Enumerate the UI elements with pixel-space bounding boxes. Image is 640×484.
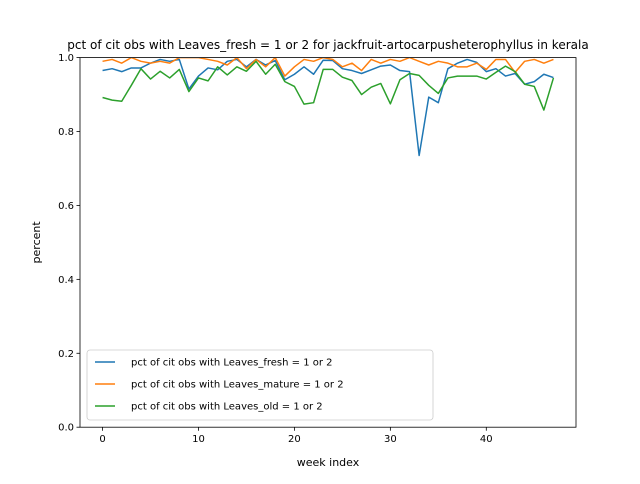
y-tick-label: 0.0 <box>58 423 74 434</box>
y-tick-label: 0.6 <box>58 201 74 212</box>
x-tick-label: 10 <box>192 434 205 445</box>
x-tick-label: 20 <box>288 434 301 445</box>
y-axis-label: percent <box>30 221 43 264</box>
y-tick-label: 0.8 <box>58 127 74 138</box>
x-tick-label: 40 <box>480 434 493 445</box>
y-axis: 0.0 0.2 0.4 0.6 0.8 1.0 <box>58 53 80 434</box>
legend-label-2: pct of cit obs with Leaves_mature = 1 or… <box>131 380 344 391</box>
x-tick-label: 30 <box>384 434 397 445</box>
plot-frame <box>79 57 577 428</box>
x-tick-label: 0 <box>99 434 105 445</box>
x-axis-label: week index <box>297 456 360 469</box>
legend-label-3: pct of cit obs with Leaves_old = 1 or 2 <box>131 402 323 413</box>
legend-label-1: pct of cit obs with Leaves_fresh = 1 or … <box>131 358 333 369</box>
legend-box <box>86 349 434 421</box>
x-axis: 0 10 20 30 40 <box>99 427 493 445</box>
series-line-2 <box>102 57 554 77</box>
chart-title: pct of cit obs with Leaves_fresh = 1 or … <box>67 38 588 52</box>
y-tick-label: 0.4 <box>58 275 74 286</box>
series-layer <box>102 57 555 157</box>
legend: pct of cit obs with Leaves_fresh = 1 or … <box>86 349 434 421</box>
y-tick-label: 0.2 <box>58 349 74 360</box>
y-tick-label: 1.0 <box>58 53 74 64</box>
series-line-3 <box>102 60 555 111</box>
